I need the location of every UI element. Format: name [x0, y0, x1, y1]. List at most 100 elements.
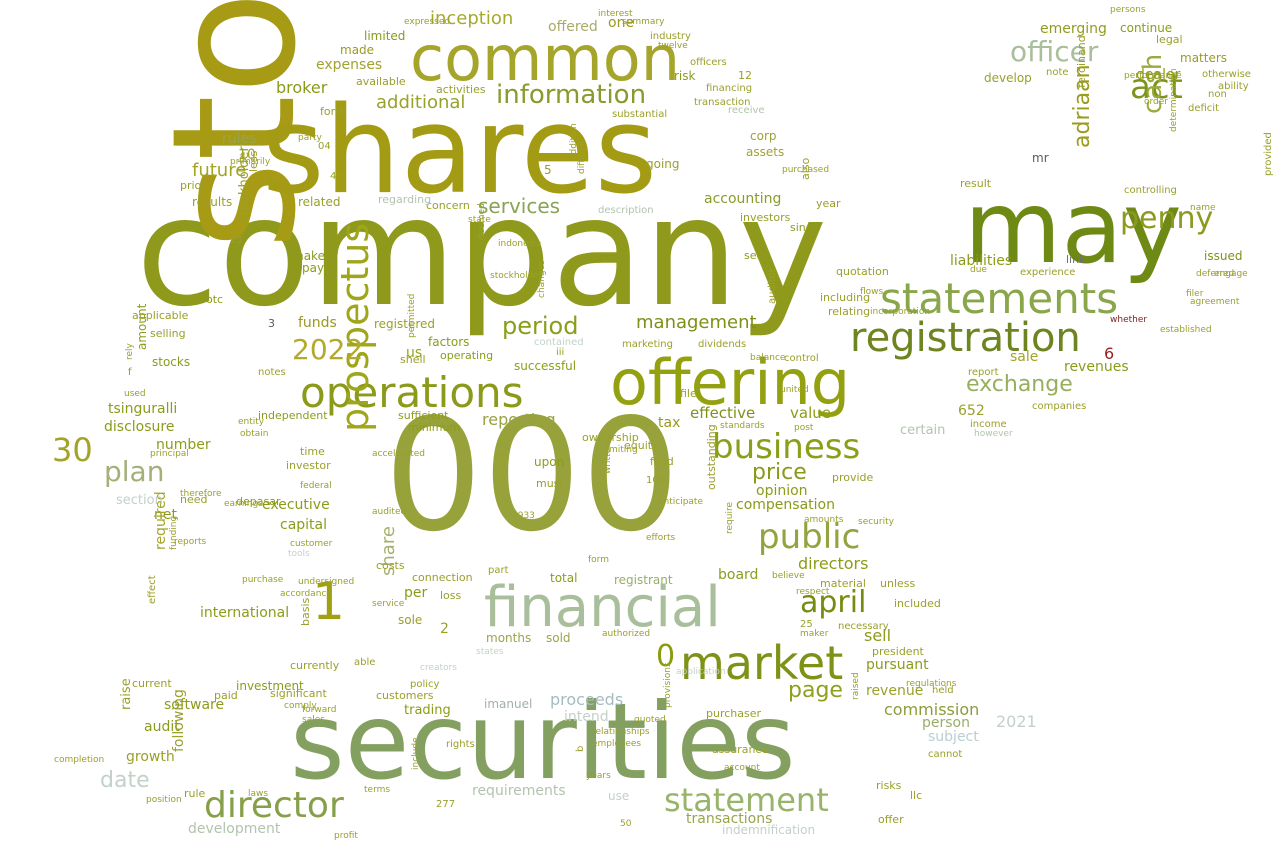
- cloud-word: deferred: [1196, 269, 1235, 279]
- cloud-word: cannot: [928, 749, 963, 760]
- cloud-word: ability: [1218, 81, 1249, 92]
- cloud-word: twelve: [658, 41, 688, 51]
- cloud-word: financial: [484, 575, 721, 640]
- cloud-word: statements: [880, 274, 1119, 323]
- cloud-word: entity: [238, 417, 265, 427]
- cloud-word: contained: [534, 337, 584, 348]
- cloud-word: use: [608, 789, 630, 803]
- cloud-word: service: [372, 599, 405, 609]
- cloud-word: accelerated: [372, 449, 425, 459]
- cloud-word: 50: [620, 819, 632, 829]
- cloud-word: material: [820, 577, 866, 590]
- cloud-word: substantial: [612, 109, 668, 120]
- cloud-word: matters: [1180, 51, 1228, 65]
- cloud-word: maker: [800, 629, 829, 639]
- cloud-word: one: [608, 15, 635, 31]
- cloud-word: accordance: [280, 589, 332, 599]
- cloud-word: part: [488, 565, 509, 576]
- cloud-word: need: [180, 493, 208, 506]
- cloud-word: form: [588, 555, 609, 565]
- cloud-word: emerging: [1040, 21, 1107, 37]
- cloud-word: ownership: [582, 431, 639, 444]
- cloud-word: liabilities: [950, 253, 1013, 269]
- cloud-word: audited: [372, 507, 407, 517]
- cloud-word: able: [354, 657, 376, 668]
- cloud-word: 25: [800, 619, 813, 630]
- cloud-word: legal: [1156, 33, 1183, 46]
- cloud-word: make: [292, 249, 325, 263]
- cloud-word: unless: [880, 577, 916, 590]
- cloud-word: position: [146, 795, 182, 805]
- cloud-word: results: [192, 195, 233, 209]
- cloud-word: outstanding: [705, 424, 718, 490]
- cloud-word: president: [872, 645, 924, 658]
- cloud-word: industry: [650, 31, 691, 42]
- cloud-word: board: [718, 567, 759, 583]
- cloud-word: believe: [772, 571, 805, 581]
- cloud-word: b: [575, 745, 586, 752]
- cloud-word: purchase: [242, 575, 284, 585]
- cloud-word: audit: [144, 719, 180, 735]
- cloud-word: used: [124, 389, 146, 399]
- cloud-word: provisions: [663, 662, 673, 708]
- cloud-word: international: [200, 605, 290, 621]
- cloud-word: registered: [374, 317, 436, 331]
- cloud-word: undersigned: [298, 577, 355, 587]
- cloud-word: provided: [1263, 132, 1274, 176]
- cloud-word: rules: [222, 131, 257, 147]
- cloud-word: must: [536, 477, 564, 490]
- cloud-word: prior: [180, 179, 206, 192]
- cloud-word: purchased: [782, 165, 830, 175]
- cloud-word: act: [1130, 67, 1183, 107]
- cloud-word: sold: [546, 631, 571, 645]
- cloud-word: dividends: [698, 339, 747, 350]
- cloud-word: development: [188, 821, 281, 837]
- cloud-word: parties: [495, 451, 506, 486]
- cloud-word: funds: [298, 315, 337, 331]
- cloud-word: disclosure: [104, 419, 175, 435]
- cloud-word: sale: [1010, 349, 1039, 365]
- cloud-word: accounting: [704, 191, 782, 207]
- cloud-word: security: [858, 517, 894, 527]
- cloud-word: control: [784, 353, 819, 364]
- cloud-word: pay: [302, 261, 325, 275]
- cloud-word: available: [356, 75, 406, 88]
- cloud-word: executive: [262, 497, 330, 513]
- cloud-word: future: [192, 160, 247, 181]
- cloud-word: transaction: [694, 97, 751, 108]
- cloud-word: 5: [544, 163, 552, 177]
- cloud-word: controlling: [1124, 185, 1177, 196]
- cloud-word: per: [404, 585, 428, 601]
- cloud-word: page: [788, 678, 843, 703]
- cloud-word: certain: [900, 423, 946, 438]
- cloud-word: public: [758, 517, 861, 557]
- cloud-word: income: [970, 419, 1007, 430]
- cloud-word: balance: [750, 353, 786, 363]
- cloud-word: receive: [728, 105, 765, 116]
- cloud-word: sufficient: [398, 409, 449, 422]
- cloud-word: employees: [592, 739, 642, 749]
- cloud-word: summary: [622, 17, 665, 27]
- cloud-word: otherwise: [1202, 69, 1251, 80]
- cloud-word: name: [1190, 203, 1216, 213]
- cloud-word: marketing: [622, 339, 673, 350]
- cloud-word: completion: [54, 755, 105, 765]
- cloud-word: 12: [738, 69, 752, 82]
- cloud-word: earnings: [224, 499, 263, 509]
- cloud-word: shares: [262, 82, 658, 221]
- cloud-word: net: [154, 507, 177, 523]
- cloud-word: requirements: [472, 783, 566, 799]
- cloud-word: 000: [384, 385, 680, 566]
- cloud-word: company: [136, 166, 828, 340]
- cloud-word: anticipate: [658, 497, 703, 507]
- cloud-word: 75: [230, 235, 243, 246]
- cloud-word: person: [922, 715, 970, 731]
- cloud-word: issued: [1204, 249, 1243, 263]
- cloud-word: include: [411, 737, 421, 770]
- cloud-word: depasar: [236, 495, 281, 508]
- cloud-word: transactions: [686, 811, 773, 827]
- cloud-word: note: [1046, 67, 1069, 78]
- cloud-word: may: [964, 169, 1182, 286]
- cloud-word: activities: [436, 83, 486, 96]
- cloud-word: quotation: [836, 265, 889, 278]
